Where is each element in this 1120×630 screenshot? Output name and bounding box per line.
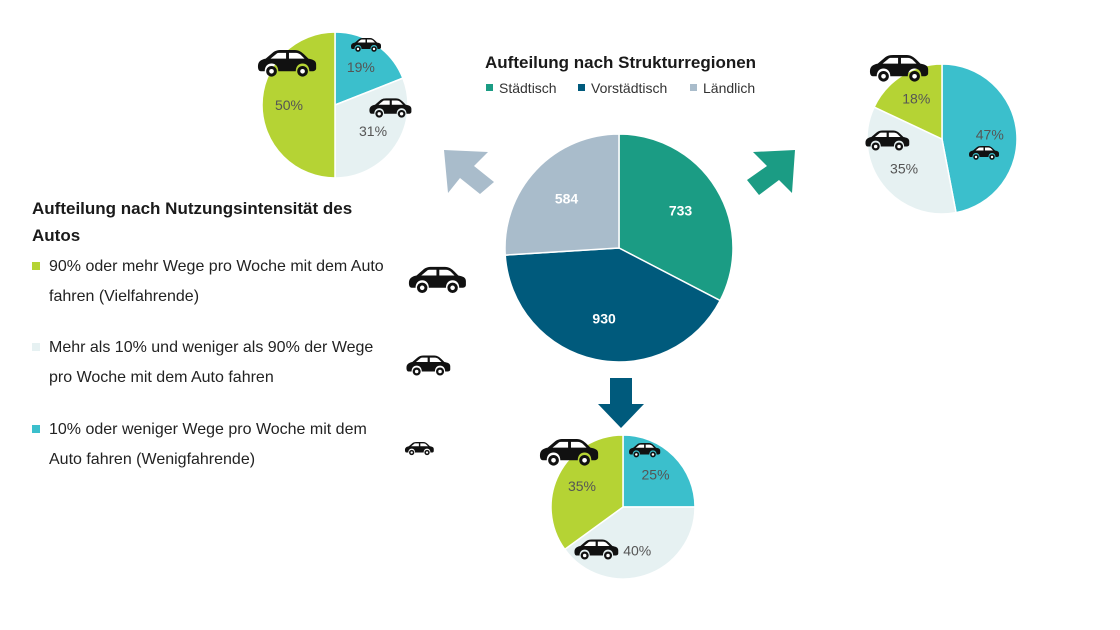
region-legend-swatch-0 (486, 84, 493, 91)
main-staedtisch-slice (618, 133, 734, 302)
main-vorstaedtisch-label: 930 (592, 310, 616, 326)
legend-label-wenig: 10% oder weniger Wege pro Woche mit dem … (49, 421, 367, 468)
region-legend-label-0: Städtisch (499, 80, 557, 96)
legend-car-large-icon (408, 266, 466, 294)
main-vorstaedtisch-slice (504, 247, 722, 363)
pie-laendlich-viel-label: 50% (275, 97, 303, 113)
legend-item-mittel: Mehr als 10% und weniger als 90% der Weg… (32, 333, 399, 393)
pie-staedtisch-viel-label: 18% (902, 90, 930, 106)
pie-vorstaedtisch-mittel-slice (563, 506, 696, 580)
legend-swatch-mittel (32, 343, 40, 351)
region-legend: Städtisch Vorstädtisch Ländlich (486, 80, 755, 96)
legend-car-small-icon (404, 441, 434, 456)
region-chart-title: Aufteilung nach Strukturregionen (485, 53, 756, 72)
legend-swatch-viel (32, 262, 40, 270)
pie-staedtisch-mittel-label: 35% (890, 160, 918, 176)
region-legend-label-2: Ländlich (703, 80, 755, 96)
region-legend-swatch-1 (578, 84, 585, 91)
main-laendlich-label: 584 (555, 191, 579, 207)
legend-label-viel: 90% oder mehr Wege pro Woche mit dem Aut… (49, 258, 384, 305)
legend-swatch-wenig (32, 425, 40, 433)
pie-vorstaedtisch-viel-slice (550, 434, 624, 551)
legend-item-wenigfahrende: 10% oder weniger Wege pro Woche mit dem … (32, 415, 399, 475)
arrow-to-vorstaedtisch (598, 378, 644, 428)
main-pie-chart: 733 930 584 (504, 133, 734, 363)
region-legend-label-1: Vorstädtisch (591, 80, 667, 96)
arrow-to-laendlich (444, 150, 494, 194)
main-laendlich-slice (504, 133, 620, 256)
pie-vorstaedtisch-mittel-label: 40% (623, 543, 651, 559)
region-legend-swatch-2 (690, 84, 697, 91)
pie-staedtisch-wenig-label: 47% (976, 126, 1004, 142)
arrow-to-staedtisch (747, 150, 795, 195)
main-staedtisch-label: 733 (669, 203, 693, 219)
legend-car-medium-icon (406, 355, 451, 376)
legend-item-vielfahrende: 90% oder mehr Wege pro Woche mit dem Aut… (32, 252, 399, 312)
pie-laendlich-wenig-label: 19% (347, 59, 375, 75)
pie-vorstaedtisch-viel-label: 35% (568, 478, 596, 494)
pie-vorstaedtisch-wenig-label: 25% (642, 466, 670, 482)
legend-label-mittel: Mehr als 10% und weniger als 90% der Weg… (49, 339, 374, 386)
pie-laendlich-mittel-label: 31% (359, 123, 387, 139)
usage-legend-title: Aufteilung nach Nutzungsintensität des A… (32, 199, 353, 245)
pie-staedtisch-wenig-slice (941, 63, 1018, 214)
